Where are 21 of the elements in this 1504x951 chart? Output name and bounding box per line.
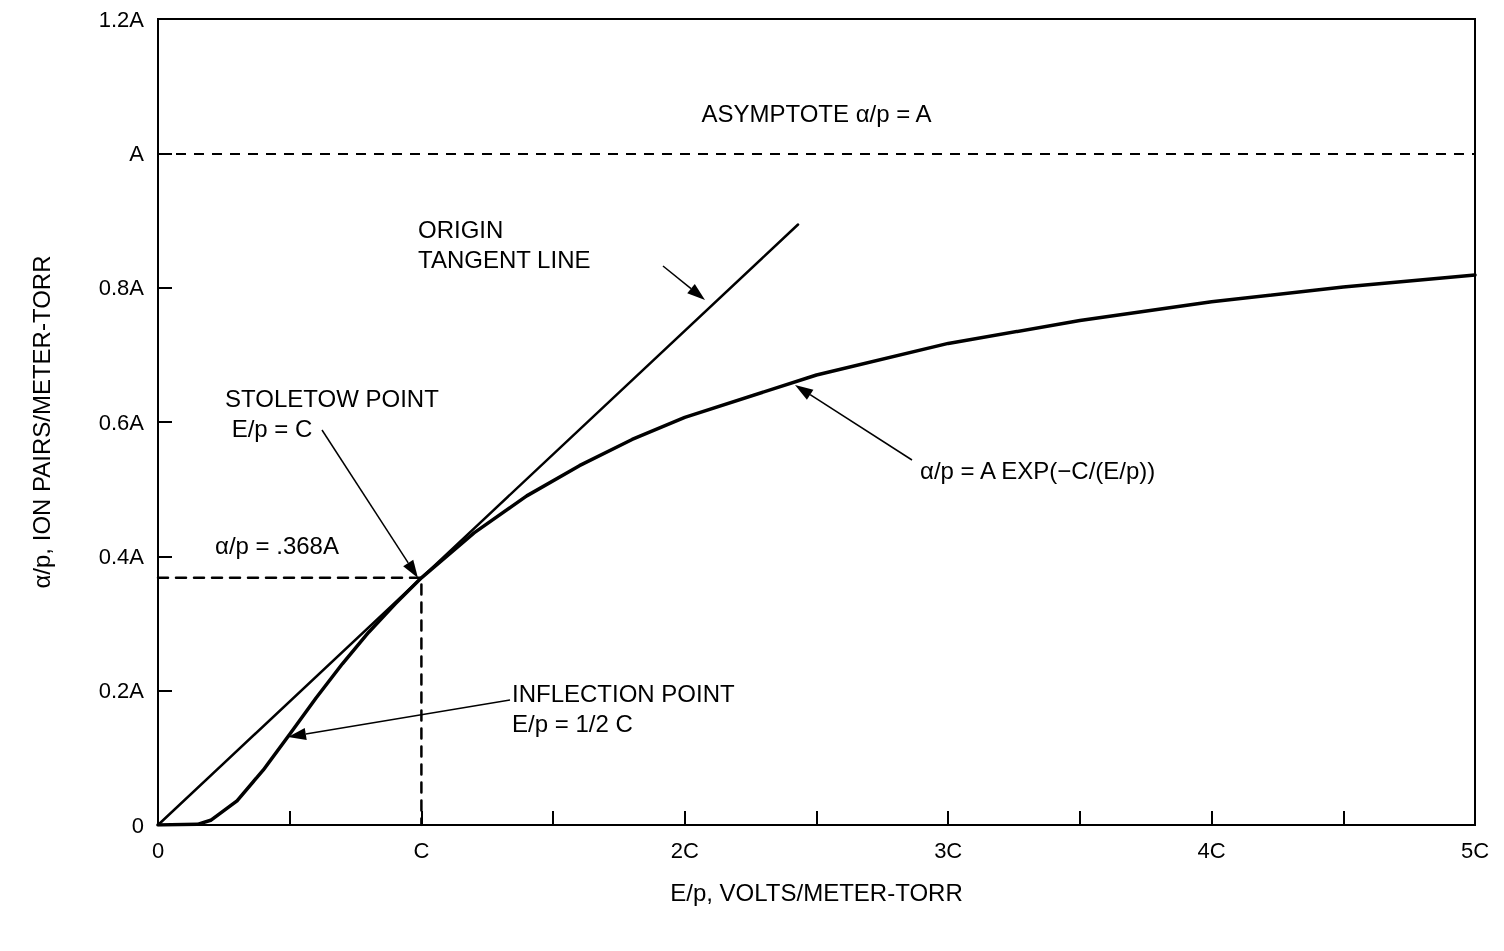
annotation: α/p = A EXP(−C/(E/p))	[920, 456, 1156, 484]
y-tick-label: 0	[131, 812, 144, 838]
x-tick-label: 0	[151, 837, 165, 863]
x-tick-label: 2C	[670, 837, 699, 863]
y-tick-label: 1.2A	[98, 6, 145, 32]
ref-line-label: ASYMPTOTE α/p = A	[701, 99, 932, 127]
x-tick-label: 4C	[1197, 837, 1226, 863]
y-tick-label: 0.8A	[98, 275, 145, 301]
y-tick-label: A	[129, 140, 145, 166]
annotation: STOLETOW POINT E/p = C	[225, 384, 440, 442]
x-tick-label: C	[413, 837, 430, 863]
x-axis-title: E/p, VOLTS/METER-TORR	[670, 878, 963, 906]
y-axis-title: α/p, ION PAIRS/METER-TORR	[27, 255, 55, 589]
y-tick-label: 0.2A	[98, 678, 145, 704]
x-tick-label: 5C	[1460, 837, 1490, 863]
annotation: INFLECTION POINT E/p = 1/2 C	[512, 679, 741, 737]
annotation: α/p = .368A	[215, 531, 339, 559]
y-tick-label: 0.6A	[98, 409, 145, 435]
y-tick-label: 0.4A	[98, 543, 145, 569]
x-tick-label: 3C	[934, 837, 963, 863]
annotation: ORIGIN TANGENT LINE	[418, 215, 591, 273]
